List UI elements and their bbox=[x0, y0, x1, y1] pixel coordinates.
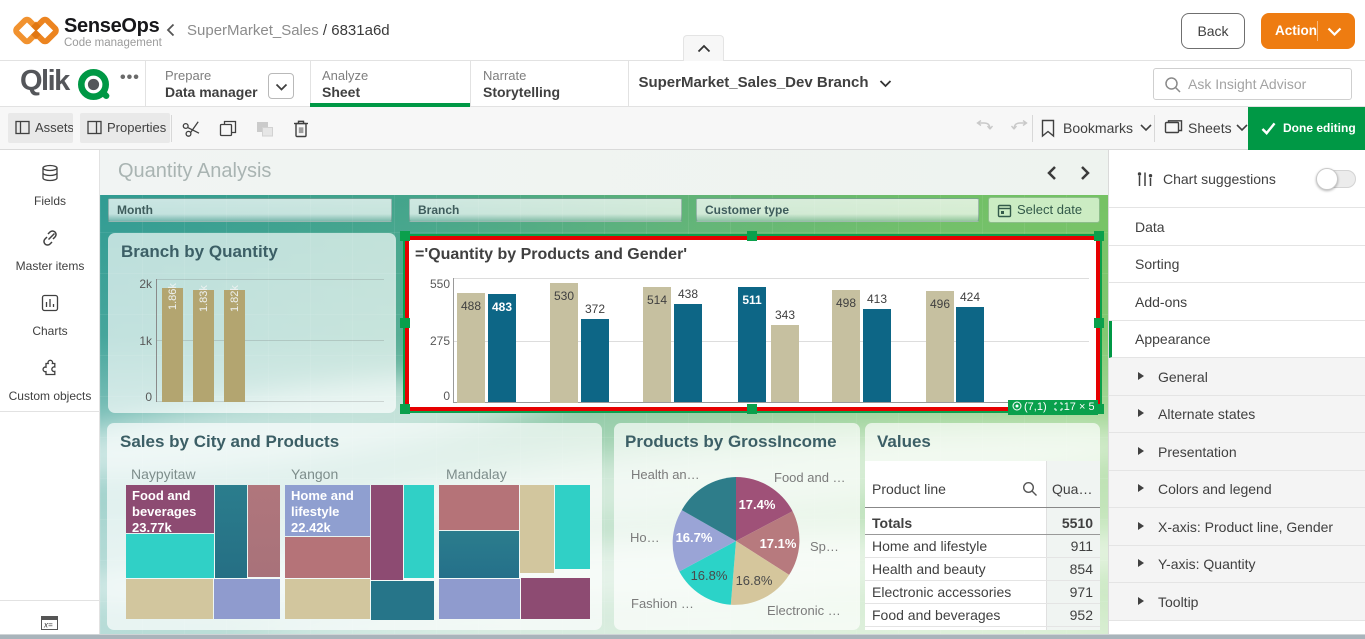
svg-text:x=: x= bbox=[43, 621, 53, 630]
